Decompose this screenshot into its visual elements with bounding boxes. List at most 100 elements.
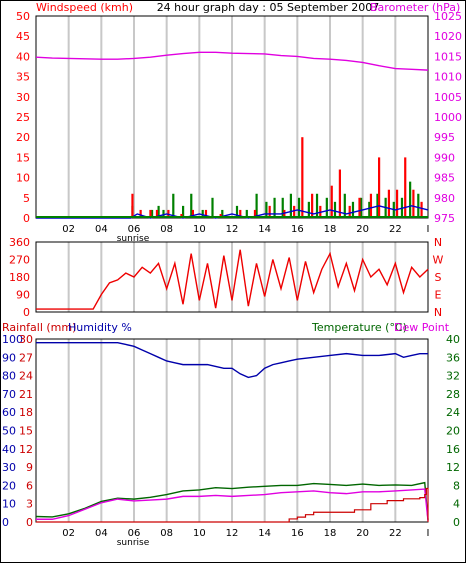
temperature-tick-label: 8 [453,479,460,492]
p1-x-tick-label: 14 [258,224,271,235]
direction-tick-label: 90 [16,289,30,302]
barometer-tick-label: 1020 [434,30,462,43]
direction-tick-label: 0 [23,306,30,319]
dewpoint-line [36,488,429,521]
gust-bar [157,205,160,218]
p3-x-tick-label: 04 [95,528,108,539]
windspeed-bar [311,193,314,218]
rainfall-tick-label: 3 [26,498,33,511]
humidity-tick-label: 0 [2,516,9,529]
rainfall-line [36,487,429,523]
p3-x-tick-label: 16 [291,528,304,539]
temperature-line [35,481,429,520]
windspeed-axis-title: Windspeed (kmh) [36,1,133,14]
compass-label: N [434,306,442,319]
rainfall-tick-label: 24 [19,370,33,383]
windspeed-bar [191,209,194,218]
windspeed-bar [253,209,257,218]
humidity-tick-label: 10 [2,498,16,511]
temperature-tick-label: 28 [446,388,460,401]
gust-bar [281,197,284,218]
rainfall-tick-label: 21 [19,388,33,401]
windspeed-bar [293,205,296,218]
gust-bar [351,201,355,218]
windspeed-tick-label: 25 [16,111,30,124]
p3-x-tick-label: 02 [62,528,75,539]
temperature-tick-label: 24 [446,406,460,419]
p1-x-tick-label: 16 [291,224,304,235]
gust-bar [273,197,276,218]
gust-bar [315,193,319,218]
gust-bar [333,201,337,218]
barometer-tick-label: 990 [434,151,455,164]
p1-x-tick-label: 18 [324,224,337,235]
gust-bar [172,193,175,218]
gust-bar [417,193,420,218]
compass-label: W [433,254,444,267]
gust-bar [162,209,165,218]
windspeed-bar [404,157,407,218]
gust-bar [150,209,154,218]
humidity-tick-label: 30 [2,461,16,474]
barometer-tick-label: 975 [434,212,455,225]
dewpoint-axis-title: Dew Point [394,321,450,334]
p1-sunrise-label: sunrise [117,234,150,244]
windspeed-bar [412,189,415,218]
windspeed-tick-label: 20 [16,131,30,144]
rainfall-tick-label: 6 [26,479,33,492]
p1-x-tick-label: 22 [389,224,402,235]
windspeed-tick-label: 50 [16,10,30,23]
p3-x-tick-label: 06 [128,528,141,539]
windspeed-tick-label: 5 [23,192,30,205]
humidity-tick-label: 60 [2,406,16,419]
windspeed-bar [149,209,152,218]
windspeed-bar [155,209,159,218]
gust-bar [289,193,292,218]
windspeed-bar [131,193,134,218]
humidity-axis-title: Humidity % [68,321,132,334]
barometer-tick-label: 1000 [434,111,462,124]
humidity-tick-label: 50 [2,425,16,438]
temperature-tick-label: 16 [446,443,460,456]
gust-bar [297,197,301,218]
windspeed-tick-label: 10 [16,172,30,185]
windspeed-bar [204,209,208,218]
p1-x-tick-label: 20 [356,224,369,235]
rainfall-tick-label: 18 [19,406,33,419]
gust-bar [325,197,328,218]
p1-x-tick-label: 06 [128,224,141,235]
gust-bar [221,209,224,218]
windspeed-bar [268,205,271,218]
temperature-axis-title: Temperature (°C) [311,321,407,334]
temperature-tick-label: 12 [446,461,460,474]
wind-barometer-panel: 0510152025303540455097598098599099510001… [16,10,462,244]
p3-x-tick-label: 08 [160,528,173,539]
gust-bar [307,201,310,218]
barometer-tick-label: 1025 [434,10,462,23]
rainfall-tick-label: 9 [26,461,33,474]
barometer-axis-title: Barometer (hPa) [370,1,460,14]
direction-tick-label: 270 [9,254,30,267]
temperature-tick-label: 32 [446,370,460,383]
barometer-tick-label: 985 [434,172,455,185]
windspeed-bar [387,189,390,218]
p1-x-tick-label: 12 [226,224,239,235]
windspeed-bar [219,213,222,218]
rainfall-tick-label: 0 [26,516,33,529]
gust-bar [245,209,248,218]
compass-label: E [435,289,442,302]
p1-x-tick-label: 04 [95,224,108,235]
gust-bar [190,193,193,218]
windspeed-bar [180,213,183,218]
p3-x-tick-label: 14 [258,528,271,539]
p1-x-tick-label: 02 [62,224,75,235]
gust-bar [265,201,268,218]
p3-sunrise-label: sunrise [117,538,150,548]
barometer-tick-label: 1005 [434,91,462,104]
windspeed-bar [395,189,399,218]
rainfall-tick-label: 15 [19,425,33,438]
humidity-tick-label: 80 [2,370,16,383]
temperature-tick-label: 0 [453,516,460,529]
